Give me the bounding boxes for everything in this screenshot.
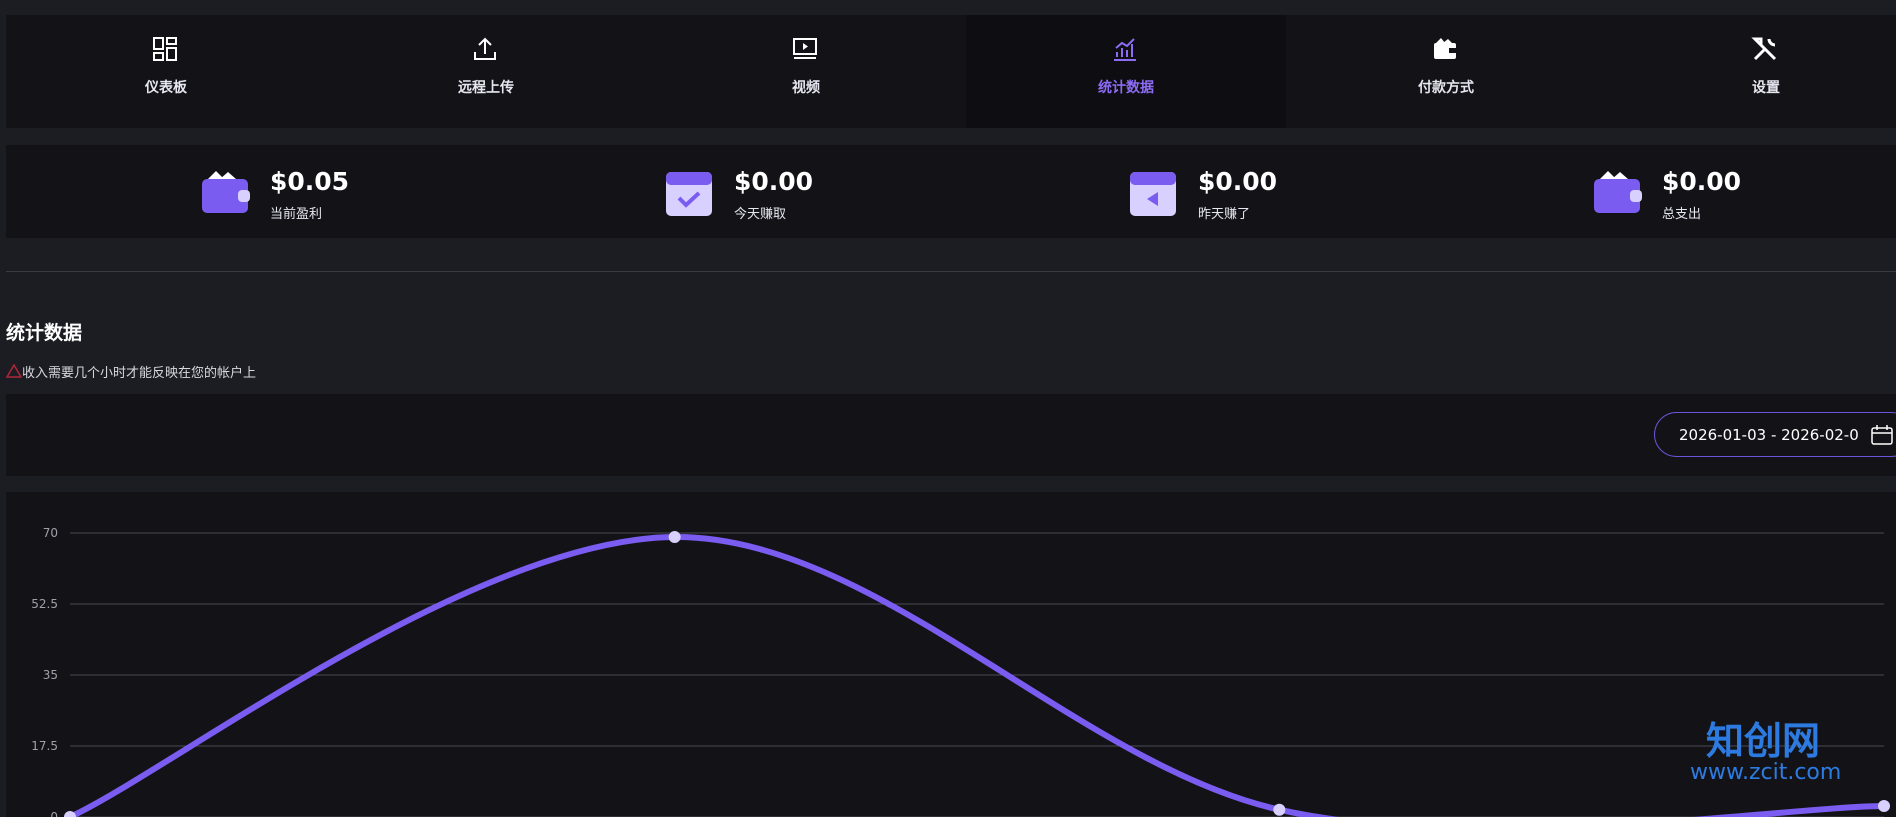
calendar-icon [1871,425,1893,445]
y-tick-label: 0 [50,810,58,817]
point [1878,800,1890,813]
notice: 收入需要几个小时才能反映在您的帐户上 [22,366,257,381]
nav-item[interactable]: 仪表板 [6,15,326,128]
watermark-brand: 知创网 [1706,719,1821,763]
nav-icon [793,38,817,59]
stat-value: $0.00 [1662,167,1742,196]
stat-label: 当前盈利 [270,207,323,222]
date-panel [6,394,1896,476]
nav-label: 远程上传 [458,80,514,96]
stat-icon [666,172,712,216]
stat-label: 总支出 [1662,207,1702,222]
watermark-url: www.zcit.com [1690,760,1842,785]
nav-label: 仪表板 [145,80,187,96]
stat-label: 今天赚取 [734,207,787,222]
stat-icon [1130,172,1176,216]
nav-label: 付款方式 [1418,80,1474,96]
y-tick-label: 35 [43,668,58,682]
stat-value: $0.00 [734,167,814,196]
stat: $0.00 昨天赚了 [1128,167,1277,223]
stat-value: $0.05 [270,167,350,196]
nav-icon [474,37,496,60]
line [68,534,1885,817]
nav-icon [1751,37,1777,61]
stat-icon [1594,171,1642,213]
nav-icon [153,37,177,61]
stat-icon [202,171,250,213]
date-range: 2026-01-03 - 2026-02-0 [1679,426,1859,444]
stat-label: 昨天赚了 [1198,207,1251,222]
nav-icon [1114,38,1136,61]
point [1273,803,1286,816]
nav-item[interactable]: 设置 [1606,15,1896,128]
date-range-picker[interactable]: 2026-01-03 - 2026-02-0 [1654,412,1896,457]
stat: $0.00 总支出 [1592,167,1741,223]
stat: $0.00 今天赚取 [664,167,813,223]
y-tick-label: 17.5 [31,739,58,753]
stat-value: $0.00 [1198,167,1278,196]
nav-item[interactable]: 视频 [646,15,966,128]
nav-item[interactable]: 统计数据 [966,15,1286,128]
point [668,531,681,544]
nav-item[interactable]: 付款方式 [1286,15,1606,128]
warning-icon [6,364,22,378]
nav-icon [1434,38,1456,59]
stat: $0.05 当前盈利 [200,167,349,223]
y-tick-label: 70 [43,526,58,540]
divider [6,271,1896,272]
nav-label: 视频 [792,80,820,96]
section-title: 统计数据 [6,322,83,344]
point [64,811,76,817]
nav-label: 设置 [1752,80,1780,96]
stats-bar: $0.05 当前盈利 $0.00 今天赚取 $0.00 昨天赚了 $0.00 总支出 [6,145,1896,238]
nav-label: 统计数据 [1098,80,1154,96]
nav-item[interactable]: 远程上传 [326,15,646,128]
chart-panel [6,492,1896,817]
nav-bar: 仪表板 远程上传 视频 统计数据 付款方式 设置 [6,15,1896,128]
y-tick-label: 52.5 [31,597,58,611]
